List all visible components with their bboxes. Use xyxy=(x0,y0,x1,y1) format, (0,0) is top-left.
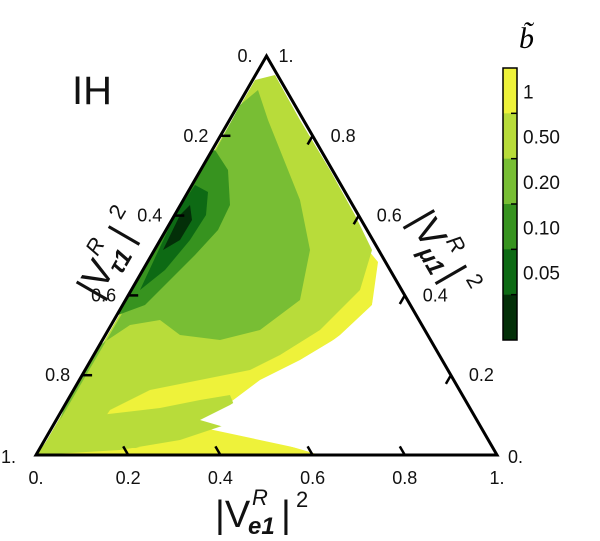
right-axis-title-pow: 2 xyxy=(461,269,489,292)
colorbar-block xyxy=(503,113,517,160)
bottom-axis-title-sup: R xyxy=(252,485,268,510)
colorbar-labels: 1 0.50 0.20 0.10 0.05 xyxy=(511,82,560,296)
colorbar-block xyxy=(503,68,517,114)
colorbar-title: b̃ xyxy=(519,22,534,55)
triangle-frame xyxy=(33,53,500,457)
colorbar-level-label: 0.05 xyxy=(523,264,560,285)
axis-tick-labels: 0.0. 1.0.20.2 0.80.40.4 0.60.60.6 0.40.80.8 0… xyxy=(1,46,523,488)
region-lower-band xyxy=(36,395,240,455)
left-tick-label: 0. xyxy=(237,46,252,66)
axis-ticks xyxy=(82,134,452,456)
colorbar-level-label: 1 xyxy=(523,82,534,103)
bottom-tick-label: 0.2 xyxy=(116,468,141,488)
right-tick-label: 1. xyxy=(279,46,294,66)
bottom-axis-title-pow: 2 xyxy=(296,487,308,512)
bottom-axis-title-sub: e1 xyxy=(248,513,275,540)
colorbar: b̃ 1 0.50 0.20 0.10 0.05 xyxy=(502,22,560,341)
colorbar-blocks xyxy=(503,68,517,341)
bottom-tick-label: 1. xyxy=(489,468,504,488)
bottom-axis-title-tail: | xyxy=(281,494,291,536)
colorbar-level-label: 0.50 xyxy=(523,128,560,149)
right-tick-label: 0.2 xyxy=(469,365,494,385)
left-tick-label: 0.4 xyxy=(137,206,162,226)
bottom-tick xyxy=(214,445,222,456)
colorbar-block xyxy=(503,158,517,205)
contour-regions xyxy=(36,75,497,455)
right-tick xyxy=(306,135,314,146)
bottom-axis-title-base: |V xyxy=(215,494,251,536)
region-lt-0-05 xyxy=(163,205,192,250)
colorbar-block xyxy=(503,249,517,296)
bottom-tick-label: 0.6 xyxy=(300,468,325,488)
left-tick-label: 0.8 xyxy=(45,365,70,385)
left-tick-label: 0.2 xyxy=(183,126,208,146)
bottom-tick-label: 0.4 xyxy=(208,468,233,488)
colorbar-level-label: 0.20 xyxy=(523,173,560,194)
right-tick-label: 0.8 xyxy=(331,126,356,146)
bottom-axis-title: |V R e1 | 2 xyxy=(215,485,308,540)
right-tick-label: 0.6 xyxy=(377,206,402,226)
colorbar-block xyxy=(503,294,517,341)
right-tick-label: 0.4 xyxy=(423,285,448,305)
right-tick xyxy=(398,294,406,305)
bottom-tick xyxy=(306,445,314,456)
left-axis-title-pow: 2 xyxy=(103,200,131,223)
bottom-tick xyxy=(122,445,130,456)
region-empty xyxy=(200,260,497,455)
panel-label: IH xyxy=(72,69,112,113)
right-tick-label: 0. xyxy=(508,447,523,467)
left-tick-label: 0.6 xyxy=(91,285,116,305)
bottom-tick-label: 0.8 xyxy=(392,468,417,488)
bottom-tick xyxy=(398,445,406,456)
colorbar-level-label: 0.10 xyxy=(523,218,560,239)
colorbar-block xyxy=(503,204,517,250)
bottom-tick-label: 0. xyxy=(28,468,43,488)
left-tick-label: 1. xyxy=(1,447,16,467)
right-tick xyxy=(352,214,360,225)
right-tick xyxy=(444,374,452,385)
